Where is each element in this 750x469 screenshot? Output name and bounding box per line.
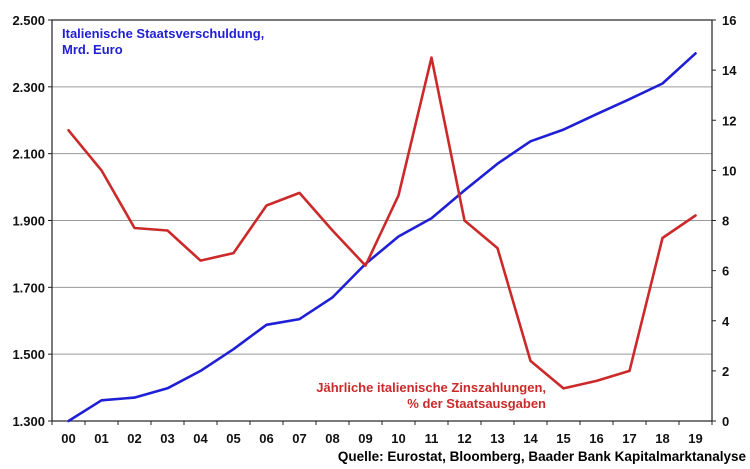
x-tick-label: 19 <box>688 431 702 446</box>
x-tick-label: 02 <box>127 431 141 446</box>
annotation-interest-line2: % der Staatsausgaben <box>407 396 546 411</box>
gridlines <box>52 19 712 422</box>
source-note: Quelle: Eurostat, Bloomberg, Baader Bank… <box>338 449 747 464</box>
x-tick-label: 05 <box>226 431 240 446</box>
series-lines <box>67 52 697 423</box>
x-tick-label: 13 <box>490 431 504 446</box>
x-tick-label: 15 <box>556 431 570 446</box>
right-tick-label: 0 <box>722 414 729 429</box>
left-tick-label: 1.300 <box>12 414 45 429</box>
left-tick-label: 1.700 <box>12 280 45 295</box>
x-tick-label: 03 <box>160 431 174 446</box>
x-tick-label: 11 <box>425 431 439 446</box>
x-tick-label: 16 <box>589 431 603 446</box>
right-tick-label: 2 <box>722 364 729 379</box>
x-tick-label: 14 <box>523 431 538 446</box>
right-tick-label: 14 <box>722 63 737 78</box>
x-tick-label: 08 <box>325 431 339 446</box>
annotation-debt-line1: Italienische Staatsverschuldung, <box>62 26 264 41</box>
left-tick-label: 2.300 <box>12 80 45 95</box>
x-tick-label: 00 <box>61 431 75 446</box>
left-axis-ticks: 1.300 1.500 1.700 1.900 2.100 2.300 2.500 <box>12 13 52 429</box>
series-line-interest <box>67 56 697 390</box>
x-axis-ticks: 00 01 02 03 04 05 06 07 08 09 10 11 12 13 14 15 16 17 18 19 <box>51 421 713 446</box>
right-tick-label: 10 <box>722 163 736 178</box>
left-tick-label: 1.500 <box>12 347 45 362</box>
right-tick-label: 16 <box>722 13 736 28</box>
x-tick-label: 01 <box>94 431 108 446</box>
right-tick-label: 4 <box>722 314 730 329</box>
left-tick-label: 2.500 <box>12 13 45 28</box>
series-line-debt <box>67 52 697 423</box>
right-axis-ticks: 0 2 4 6 8 10 12 14 16 <box>712 13 737 429</box>
left-tick-label: 2.100 <box>12 147 45 162</box>
x-tick-label: 04 <box>193 431 208 446</box>
right-tick-label: 6 <box>722 264 729 279</box>
x-tick-label: 09 <box>358 431 372 446</box>
left-tick-label: 1.900 <box>12 214 45 229</box>
x-tick-label: 17 <box>622 431 636 446</box>
right-tick-label: 8 <box>722 214 729 229</box>
annotation-interest-line1: Jährliche italienische Zinszahlungen, <box>316 380 546 395</box>
x-tick-label: 12 <box>457 431 471 446</box>
x-tick-label: 10 <box>391 431 405 446</box>
x-tick-label: 18 <box>655 431 669 446</box>
right-tick-label: 12 <box>722 113 736 128</box>
x-tick-label: 07 <box>292 431 306 446</box>
annotation-debt-line2: Mrd. Euro <box>62 42 123 57</box>
x-tick-label: 06 <box>259 431 273 446</box>
